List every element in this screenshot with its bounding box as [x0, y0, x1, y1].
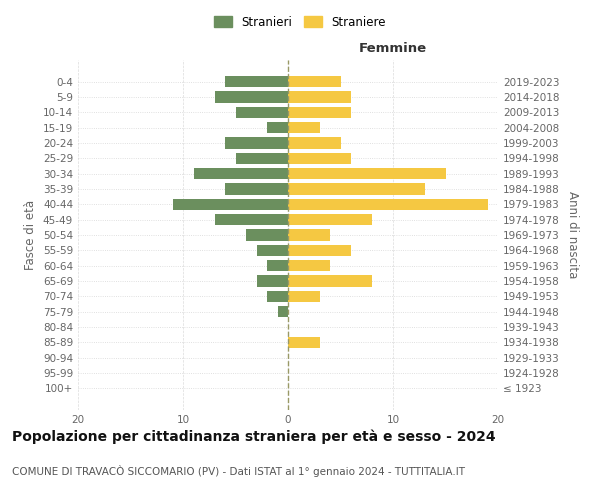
- Bar: [288, 91, 351, 102]
- Y-axis label: Anni di nascita: Anni di nascita: [566, 192, 579, 278]
- Bar: [288, 152, 351, 164]
- Bar: [235, 152, 288, 164]
- Bar: [288, 290, 320, 302]
- Bar: [257, 276, 288, 287]
- Bar: [215, 214, 288, 226]
- Bar: [215, 91, 288, 102]
- Text: Popolazione per cittadinanza straniera per età e sesso - 2024: Popolazione per cittadinanza straniera p…: [12, 430, 496, 444]
- Bar: [288, 260, 330, 272]
- Bar: [267, 260, 288, 272]
- Bar: [267, 122, 288, 134]
- Text: COMUNE DI TRAVACÒ SICCOMARIO (PV) - Dati ISTAT al 1° gennaio 2024 - TUTTITALIA.I: COMUNE DI TRAVACÒ SICCOMARIO (PV) - Dati…: [12, 465, 465, 477]
- Bar: [288, 137, 341, 148]
- Bar: [288, 183, 425, 194]
- Bar: [288, 214, 372, 226]
- Bar: [288, 244, 351, 256]
- Bar: [288, 336, 320, 348]
- Text: Femmine: Femmine: [359, 42, 427, 55]
- Bar: [173, 198, 288, 210]
- Y-axis label: Fasce di età: Fasce di età: [25, 200, 37, 270]
- Bar: [235, 106, 288, 118]
- Bar: [288, 122, 320, 134]
- Bar: [288, 106, 351, 118]
- Bar: [288, 229, 330, 241]
- Bar: [288, 276, 372, 287]
- Bar: [288, 198, 487, 210]
- Bar: [225, 183, 288, 194]
- Bar: [246, 229, 288, 241]
- Bar: [257, 244, 288, 256]
- Bar: [267, 290, 288, 302]
- Legend: Stranieri, Straniere: Stranieri, Straniere: [209, 11, 391, 34]
- Bar: [225, 137, 288, 148]
- Bar: [288, 76, 341, 88]
- Bar: [277, 306, 288, 318]
- Bar: [193, 168, 288, 179]
- Bar: [225, 76, 288, 88]
- Bar: [288, 168, 445, 179]
